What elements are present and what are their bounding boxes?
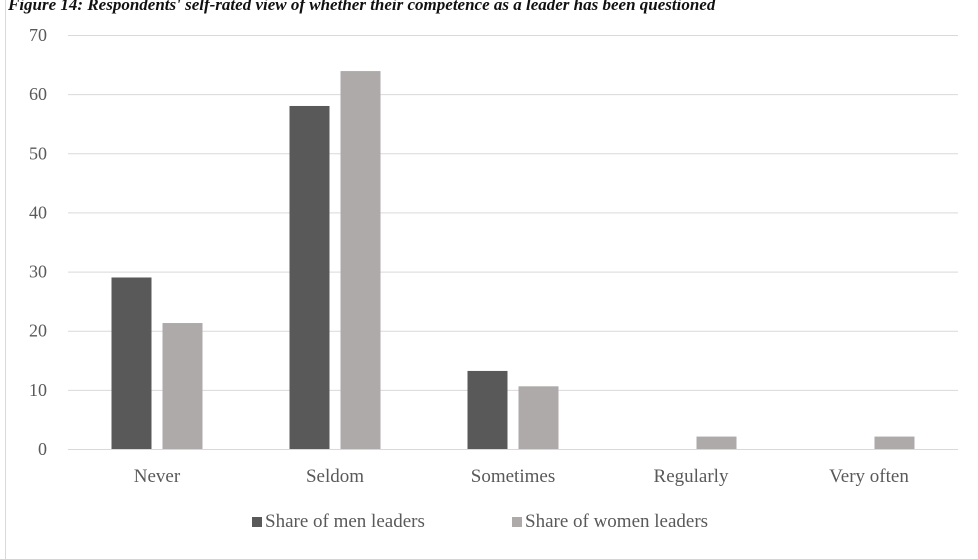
gridlines: [68, 35, 958, 450]
bar: [874, 436, 915, 449]
legend-swatch: [512, 517, 522, 527]
bar: [111, 277, 152, 449]
legend: Share of men leaders Share of women leade…: [252, 511, 708, 532]
y-tick-label: 60: [29, 84, 47, 104]
x-tick-label: Very often: [829, 466, 909, 487]
legend-label: Share of men leaders: [265, 511, 425, 532]
y-tick-label: 0: [38, 439, 47, 459]
y-tick-label: 10: [29, 380, 47, 400]
x-tick-label: Sometimes: [471, 466, 555, 487]
legend-swatch: [252, 517, 262, 527]
bar: [467, 370, 508, 449]
bar: [518, 386, 559, 449]
y-tick-label: 70: [29, 25, 47, 45]
y-tick-label: 30: [29, 262, 47, 282]
x-axis-tick-labels: Never Seldom Sometimes Regularly Very often: [134, 466, 910, 487]
y-tick-label: 20: [29, 321, 47, 341]
bar: [289, 105, 330, 449]
y-axis-tick-labels: 0 10 20 30 40 50 60 70: [29, 25, 47, 459]
x-tick-label: Regularly: [654, 466, 729, 487]
x-tick-label: Seldom: [306, 466, 364, 487]
legend-label: Share of women leaders: [525, 511, 708, 532]
x-tick-label: Never: [134, 466, 181, 487]
y-tick-label: 50: [29, 143, 47, 163]
bar: [340, 71, 381, 449]
chart-title: Figure 14: Respondents' self-rated view …: [8, 0, 716, 14]
bar: [696, 436, 737, 449]
bars: [111, 71, 915, 449]
bar: [162, 323, 203, 449]
y-tick-label: 40: [29, 202, 47, 222]
